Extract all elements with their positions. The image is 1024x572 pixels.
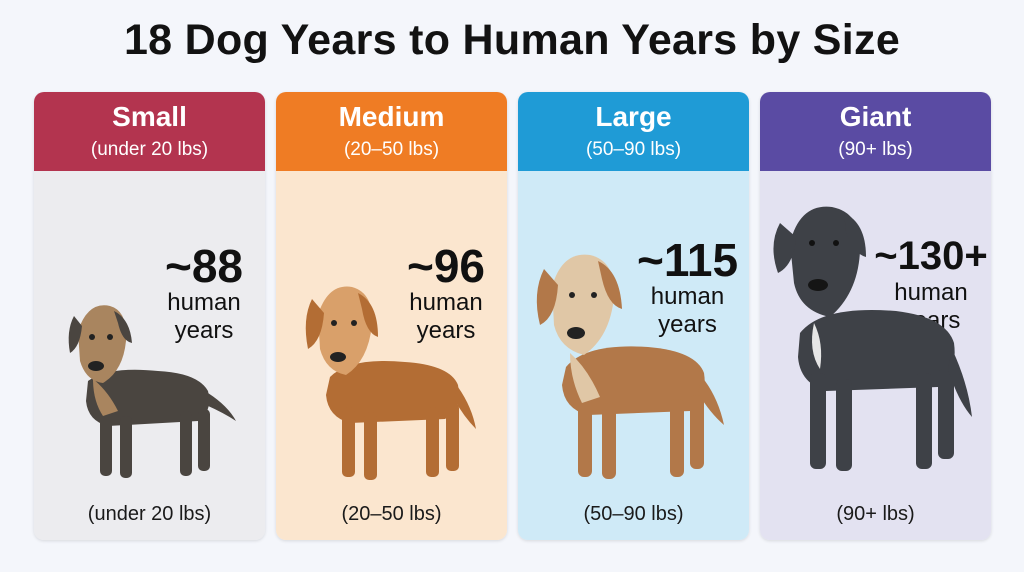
large-dog-illustration [536,254,724,479]
card-range: (50–90 lbs) [585,139,682,160]
giant-dog-illustration [773,206,972,471]
card-name: Small [112,101,187,132]
card-name: Large [595,101,672,132]
human-years-unit: years [416,317,476,344]
card-header: Giant (90+ lbs) [760,92,991,171]
bottom-range: (90+ lbs) [836,503,915,525]
card-name: Medium [338,101,445,132]
card-header: Medium (20–50 lbs) [276,92,507,171]
card-giant: Giant (90+ lbs) ~130+ human years [760,92,991,540]
human-years: ~96 human years [391,243,501,345]
human-years-value: ~115 [636,234,739,286]
human-years-unit: years [174,317,234,344]
card-medium: Medium (20–50 lbs) ~96 human years [276,92,507,540]
bottom-range: (under 20 lbs) [87,503,212,525]
card-body: ~96 human years [276,171,507,540]
card-body: ~130+ human years [760,171,991,540]
small-dog-illustration [68,305,236,478]
card-name: Giant [839,101,912,132]
medium-dog-illustration [305,286,476,480]
human-years-value: ~96 [406,240,486,292]
card-large: Large (50–90 lbs) ~115 human years [518,92,749,540]
human-years-unit: human [894,279,968,306]
card-header: Large (50–90 lbs) [518,92,749,171]
card-small: Small (under 20 lbs) ~88 human years [34,92,265,540]
human-years: ~88 human years [149,243,259,345]
card-header: Small (under 20 lbs) [34,92,265,171]
card-range: (20–50 lbs) [343,139,440,160]
card-range: (under 20 lbs) [90,139,209,160]
page-title: 18 Dog Years to Human Years by Size [123,16,901,64]
human-years-value: ~88 [164,240,244,292]
human-years-unit: human [167,289,241,316]
human-years-value: ~130+ [874,234,988,278]
human-years-unit: human [650,283,725,310]
human-years-unit: human [409,289,483,316]
human-years: ~115 human years [630,237,745,339]
bottom-range: (50–90 lbs) [583,503,684,525]
card-body: ~115 human years [518,171,749,540]
human-years-unit: years [658,311,717,338]
human-years: ~130+ human years [872,233,990,335]
card-range: (90+ lbs) [838,139,913,160]
bottom-range: (20–50 lbs) [341,503,442,525]
card-body: ~88 human years [34,171,265,540]
